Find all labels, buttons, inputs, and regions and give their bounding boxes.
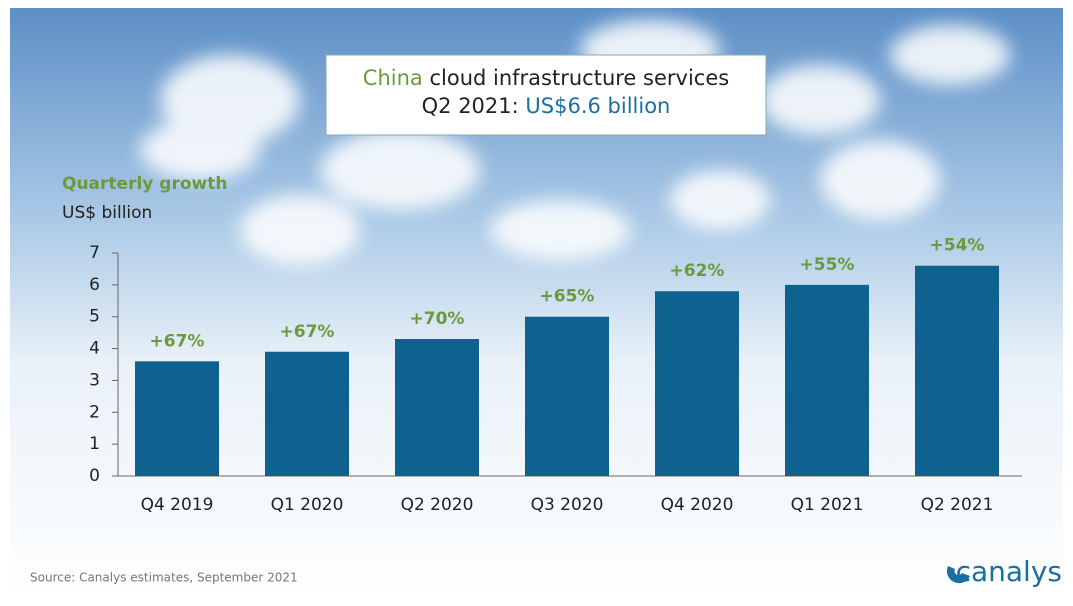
x-tick-label: Q1 2020 [271, 495, 344, 515]
y-tick-label: 6 [89, 275, 100, 295]
x-tick-label: Q2 2020 [401, 495, 474, 515]
subtitle-highlight: US$6.6 billion [525, 94, 670, 118]
bar [265, 351, 349, 476]
logo-icon [946, 566, 970, 584]
x-tick-label: Q2 2021 [921, 495, 994, 515]
title-highlight: China [363, 66, 423, 90]
title-box [325, 54, 767, 136]
growth-label: +55% [800, 255, 855, 275]
x-tick-label: Q4 2019 [141, 495, 214, 515]
x-tick-label: Q4 2020 [661, 495, 734, 515]
bar [655, 291, 739, 476]
title-text: cloud infrastructure services [429, 66, 729, 90]
growth-label: +54% [930, 236, 985, 256]
growth-label: +65% [540, 287, 595, 307]
bar [785, 284, 869, 476]
bar [135, 361, 219, 476]
x-tick-label: Q3 2020 [531, 495, 604, 515]
y-tick-label: 5 [89, 307, 100, 327]
y-tick-label: 3 [89, 370, 100, 390]
growth-label: +67% [280, 322, 335, 342]
y-tick-label: 4 [89, 339, 100, 359]
growth-label: +62% [670, 261, 725, 281]
bar [525, 316, 609, 476]
logo: canalys [956, 555, 1062, 588]
y-tick-label: 7 [89, 243, 100, 263]
y-axis-unit: US$ billion [62, 203, 152, 223]
bar [915, 265, 999, 476]
chart-title: China cloud infrastructure services [363, 66, 729, 90]
bar [395, 339, 479, 476]
growth-label: +67% [150, 331, 205, 351]
x-tick-label: Q1 2021 [791, 495, 864, 515]
y-tick-label: 2 [89, 402, 100, 422]
growth-label: +70% [410, 309, 465, 329]
chart-subtitle: Q2 2021: US$6.6 billion [422, 94, 671, 118]
source: Source: Canalys estimates, September 202… [30, 571, 298, 585]
y-tick-label: 0 [89, 466, 100, 486]
y-tick-label: 1 [89, 434, 100, 454]
subtitle-text: Q2 2021: [422, 94, 519, 118]
y-axis-title: Quarterly growth [62, 174, 227, 194]
